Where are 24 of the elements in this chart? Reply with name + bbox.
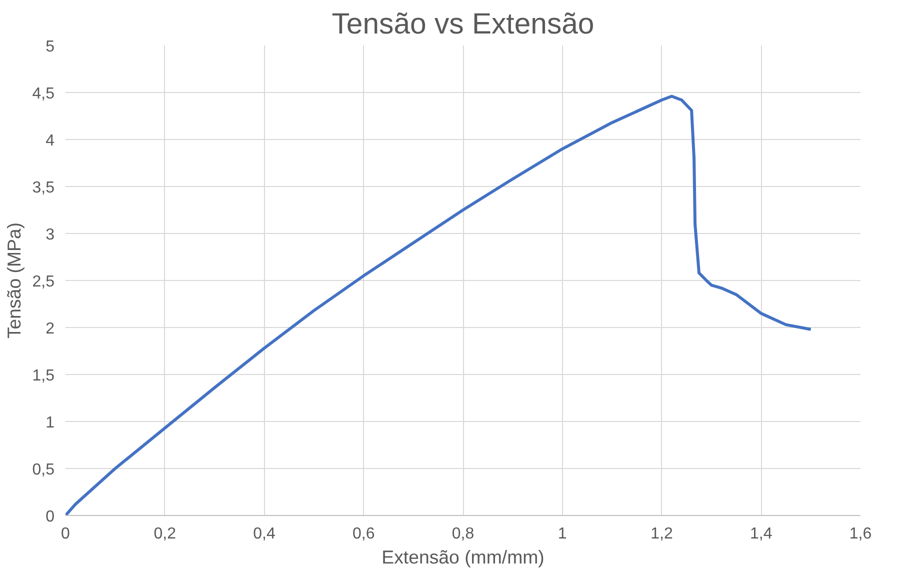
x-tick-label: 1 (558, 526, 567, 542)
x-tick-label: 0,8 (452, 526, 474, 542)
x-tick-label: 1,4 (750, 526, 772, 542)
y-tick-label: 4,5 (32, 86, 55, 102)
line-series (66, 94, 812, 516)
x-tick-label: 0,4 (253, 526, 276, 542)
y-tick-label: 0 (46, 508, 55, 526)
y-tick-label: 2 (46, 320, 55, 338)
y-tick-label: 3 (46, 226, 55, 244)
y-tick-label: 1 (46, 414, 55, 432)
y-tick-label: 1,5 (32, 368, 55, 384)
x-tick-label: 0,6 (352, 526, 375, 542)
y-tick-label: 5 (46, 38, 55, 56)
y-tick-label: 0,5 (32, 462, 55, 478)
x-tick-label: 1,2 (650, 526, 673, 542)
x-tick-label: 0 (61, 526, 70, 542)
x-tick-label: 1,6 (849, 526, 872, 542)
y-axis-title: Tensão (MPa) (3, 222, 24, 339)
y-tick-label: 3,5 (32, 180, 55, 196)
x-axis-title: Extensão (mm/mm) (382, 546, 544, 568)
y-tick-label: 2,5 (32, 274, 55, 290)
y-tick-label: 4 (46, 132, 55, 150)
chart-title: Tensão vs Extensão (332, 8, 594, 40)
x-tick-label: 0,2 (154, 526, 176, 542)
